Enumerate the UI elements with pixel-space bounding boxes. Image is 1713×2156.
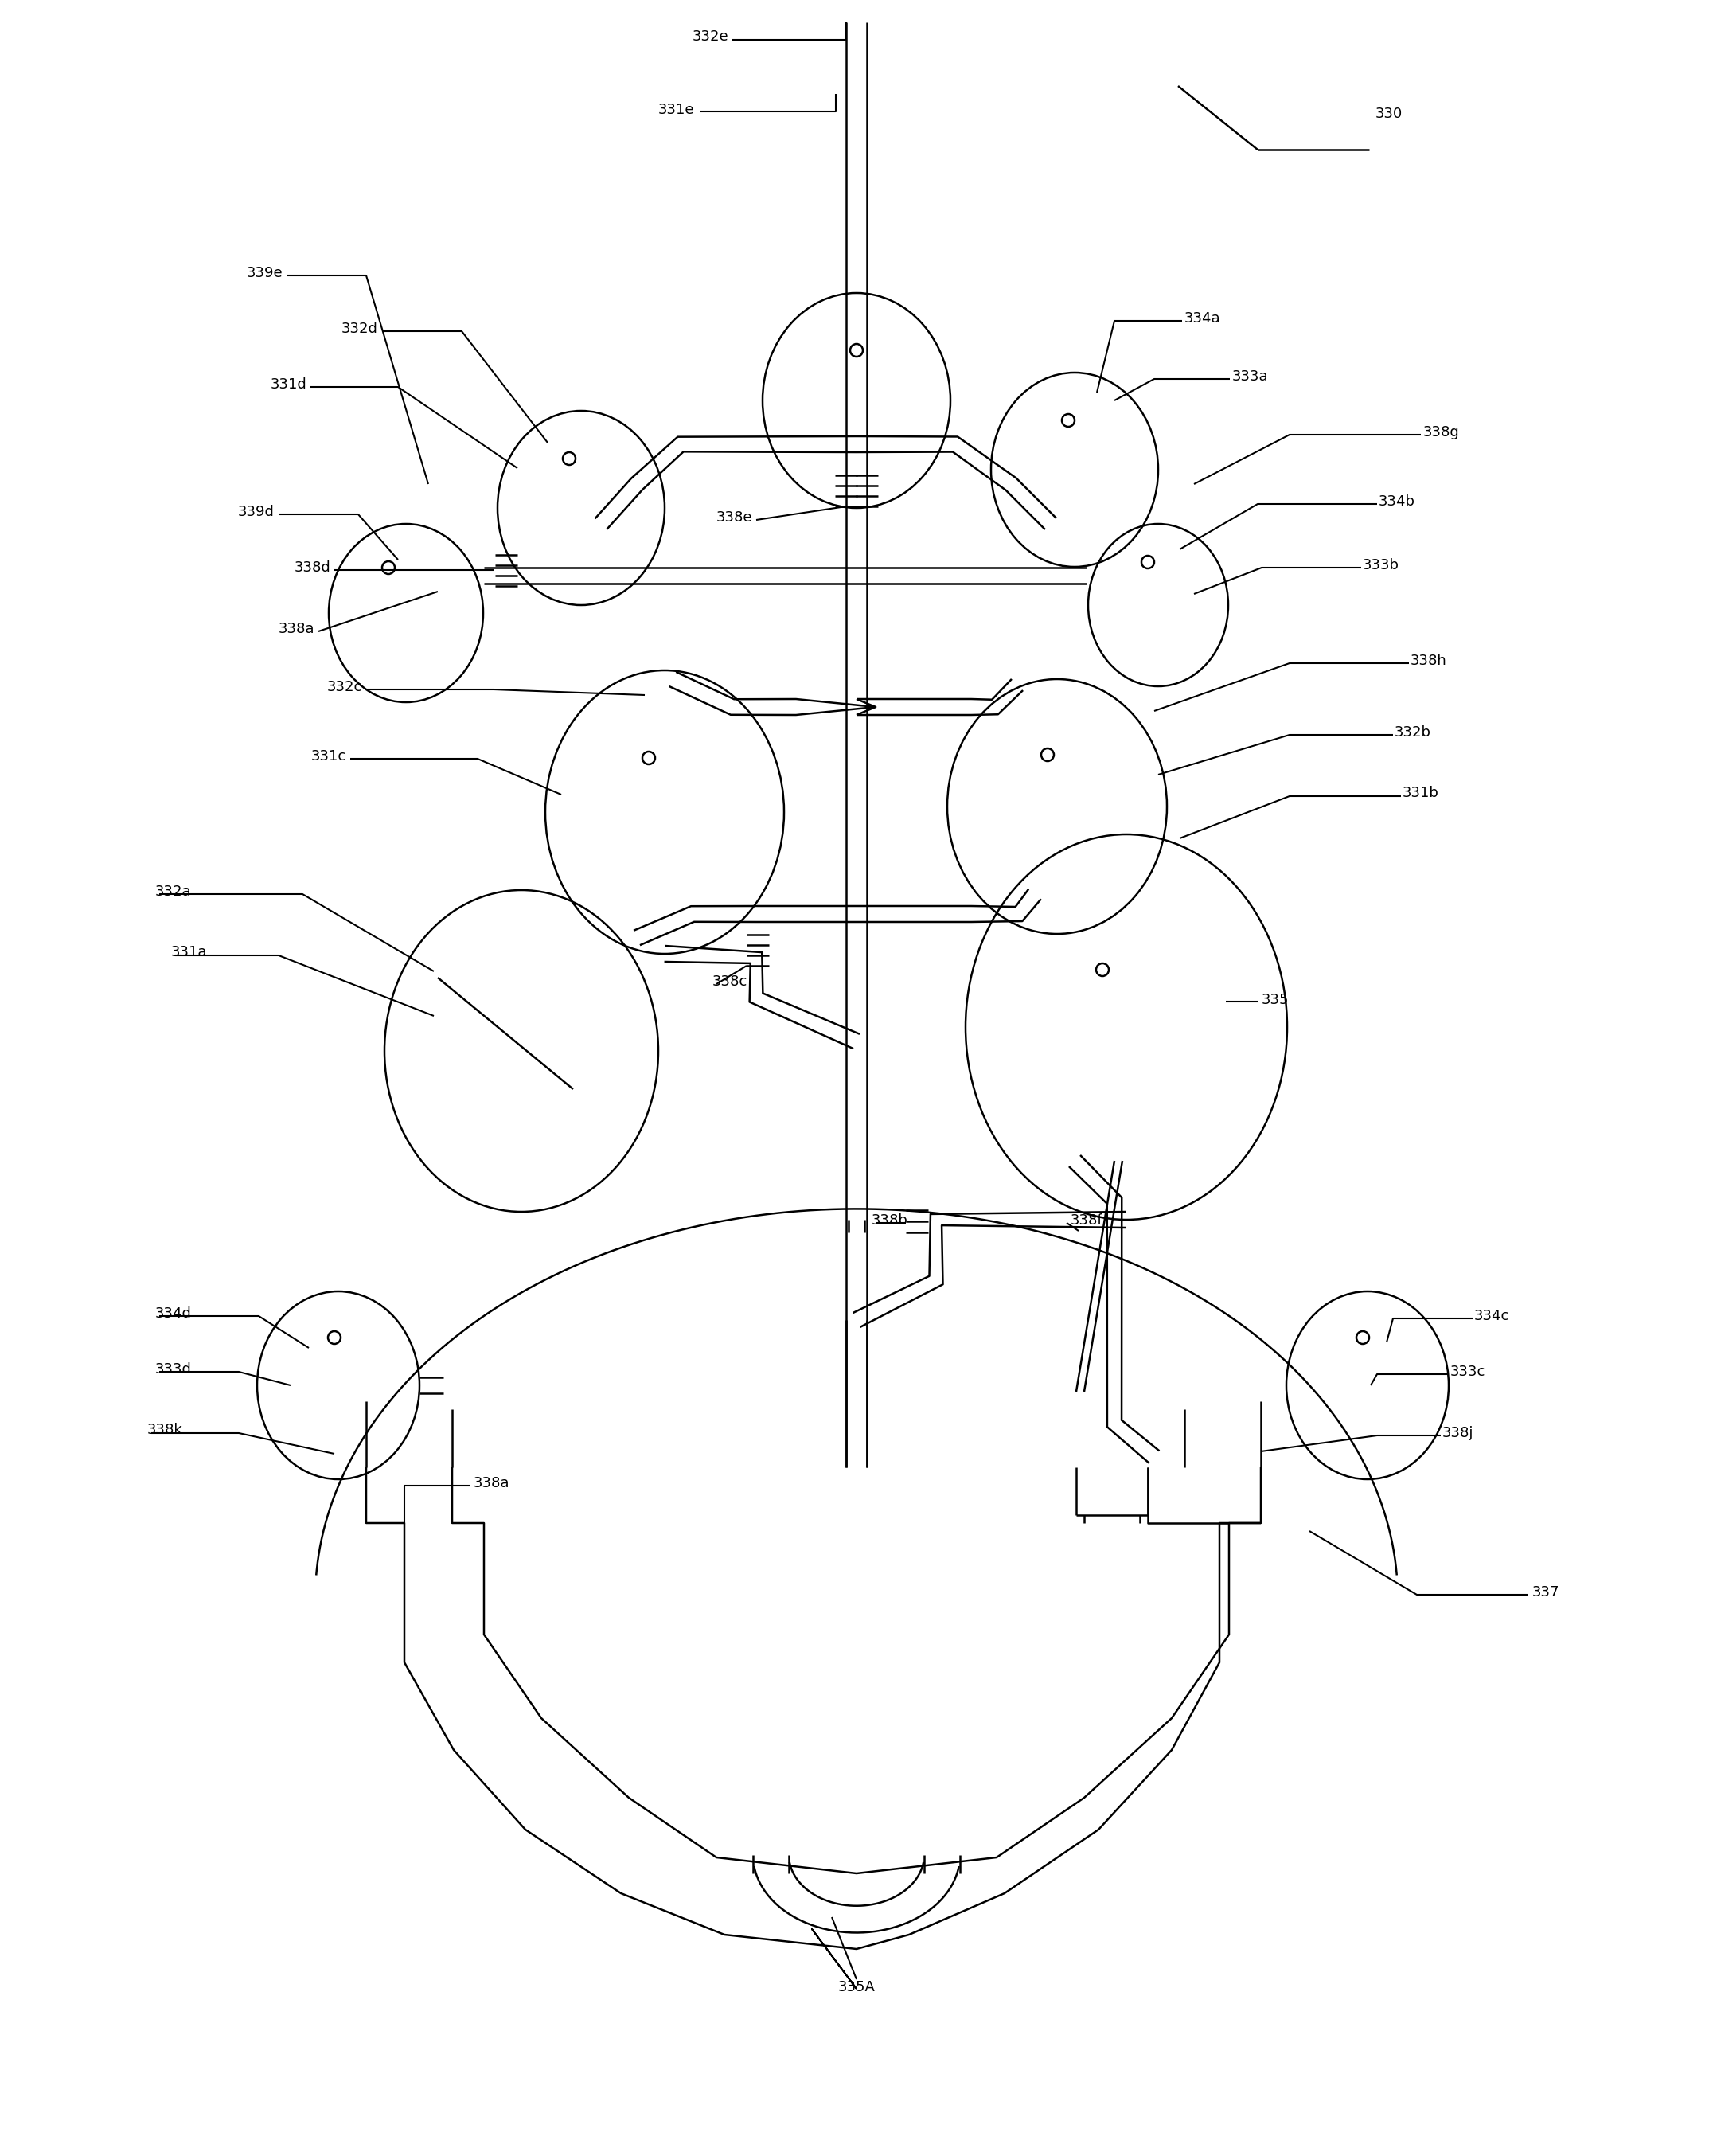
Text: 338a: 338a <box>473 1477 510 1490</box>
Text: 337: 337 <box>1533 1585 1561 1600</box>
Text: 338e: 338e <box>716 511 752 524</box>
Text: 331d: 331d <box>271 377 307 392</box>
Text: 332a: 332a <box>156 884 192 899</box>
Text: 331a: 331a <box>171 944 207 959</box>
Text: 332d: 332d <box>341 321 379 336</box>
Text: 338k: 338k <box>147 1423 183 1438</box>
Text: 334c: 334c <box>1475 1309 1509 1324</box>
Text: 339e: 339e <box>247 265 283 280</box>
Text: 338h: 338h <box>1410 653 1447 668</box>
Text: 334a: 334a <box>1184 310 1221 326</box>
Text: 332b: 332b <box>1394 724 1432 740</box>
Text: 338c: 338c <box>713 975 747 990</box>
Text: 338d: 338d <box>295 561 331 576</box>
Text: 333b: 333b <box>1364 558 1400 573</box>
Text: 334d: 334d <box>156 1307 192 1322</box>
Text: 338g: 338g <box>1424 425 1459 440</box>
Text: 338j: 338j <box>1442 1425 1473 1440</box>
Text: 338b: 338b <box>872 1214 908 1227</box>
Text: 332c: 332c <box>327 679 361 694</box>
Text: 333d: 333d <box>156 1363 192 1376</box>
Text: 339d: 339d <box>238 505 274 520</box>
Text: 333a: 333a <box>1232 369 1269 384</box>
Text: 335: 335 <box>1262 992 1290 1007</box>
Text: 338f: 338f <box>1071 1214 1103 1227</box>
Text: 335A: 335A <box>838 1979 875 1994</box>
Text: 331e: 331e <box>658 103 694 116</box>
Text: 331c: 331c <box>312 748 346 763</box>
Text: 330: 330 <box>1376 106 1403 121</box>
Text: 338a: 338a <box>278 621 315 636</box>
Text: 334b: 334b <box>1379 494 1415 509</box>
Text: 331b: 331b <box>1403 785 1439 800</box>
Text: 333c: 333c <box>1451 1365 1485 1380</box>
Text: 332e: 332e <box>692 30 728 43</box>
